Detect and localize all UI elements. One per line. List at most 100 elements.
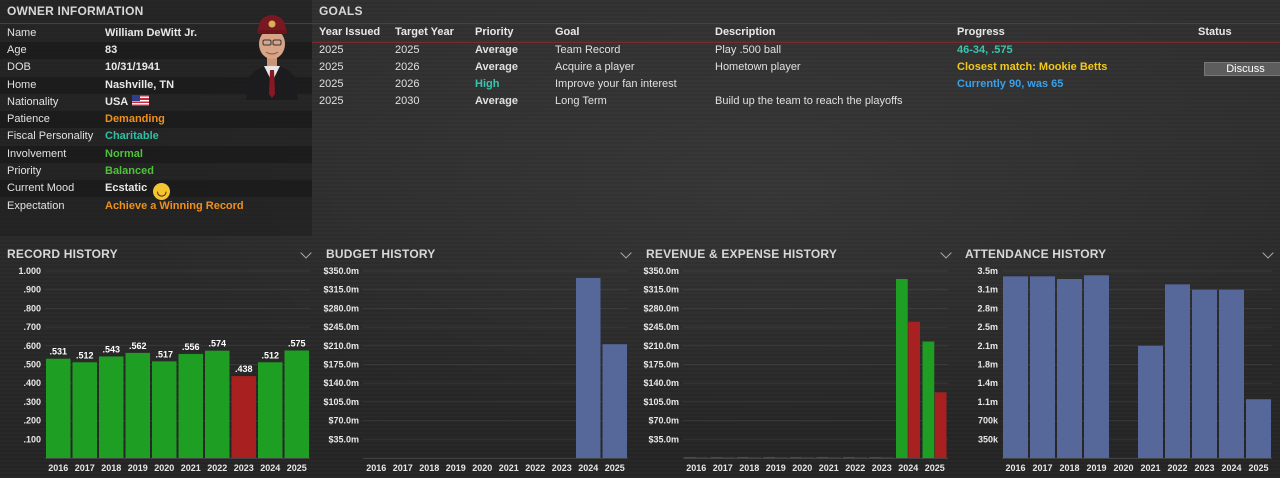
revenue-expense-history-chart: $35.0m $70.0m $105.0m $140.0m $175.0m $210.0m… <box>643 266 948 473</box>
y-tick-label: $280.0m <box>323 303 359 313</box>
x-tick-label: 2022 <box>525 463 545 473</box>
x-tick-label: 2017 <box>1032 463 1052 473</box>
bar <box>737 457 749 458</box>
y-tick-label: $175.0m <box>323 360 359 370</box>
data-label: .574 <box>208 339 226 349</box>
goal-target-year: 2030 <box>395 95 420 107</box>
y-tick-label: .200 <box>23 416 41 426</box>
data-label: .438 <box>235 364 253 374</box>
goal-name: Acquire a player <box>555 61 635 73</box>
goal-year-issued: 2025 <box>319 61 344 73</box>
x-tick-label: 2016 <box>48 463 68 473</box>
bar <box>763 457 776 458</box>
y-tick-label: $105.0m <box>323 397 359 407</box>
x-tick-label: 2023 <box>234 463 254 473</box>
x-tick-label: 2020 <box>1113 463 1133 473</box>
y-tick-label: $140.0m <box>643 378 679 388</box>
y-tick-label: .900 <box>23 285 41 295</box>
y-tick-label: .600 <box>23 341 41 351</box>
x-tick-label: 2021 <box>181 463 201 473</box>
owner-row-mood: Current Mood Ecstatic ◡ <box>0 180 312 200</box>
attendance-history-panel: ATTENDANCE HISTORY 350k 700k 1.1m 1.4m 1.8m 2… <box>958 243 1280 478</box>
y-tick-label: $350.0m <box>323 266 359 276</box>
bar <box>696 457 708 458</box>
owner-row-patience: Patience Demanding <box>0 111 312 128</box>
owner-value: 83 <box>105 44 118 56</box>
x-tick-label: 2025 <box>925 463 945 473</box>
owner-label: Patience <box>7 113 50 125</box>
mood-text: Ecstatic <box>105 182 148 194</box>
x-tick-label: 2017 <box>393 463 413 473</box>
x-tick-label: 2016 <box>366 463 386 473</box>
data-label: .556 <box>182 342 200 352</box>
goal-progress: Currently 90, was 65 <box>957 78 1064 90</box>
data-label: .562 <box>129 341 147 351</box>
owner-value: Charitable <box>105 130 159 142</box>
owner-portrait <box>246 15 298 100</box>
bar <box>1057 279 1082 458</box>
y-tick-label: 1.1m <box>977 397 998 407</box>
x-tick-label: 2017 <box>713 463 733 473</box>
bar <box>828 457 841 458</box>
x-tick-label: 2024 <box>578 463 598 473</box>
goals-header-description[interactable]: Description <box>715 26 776 38</box>
goal-target-year: 2026 <box>395 78 420 90</box>
goals-header-goal[interactable]: Goal <box>555 26 580 38</box>
owner-row-nationality: Nationality USA <box>0 94 312 111</box>
y-tick-label: $315.0m <box>643 285 679 295</box>
y-tick-label: $175.0m <box>643 360 679 370</box>
x-tick-label: 2022 <box>1167 463 1187 473</box>
bar <box>178 354 203 458</box>
bar <box>802 457 814 458</box>
x-tick-label: 2022 <box>207 463 227 473</box>
goal-description: Build up the team to reach the playoffs <box>715 95 903 107</box>
bar <box>843 457 855 458</box>
goals-panel: GOALS Year Issued Target Year Priority G… <box>312 0 1280 236</box>
y-tick-label: 1.4m <box>977 378 998 388</box>
goal-year-issued: 2025 <box>319 44 344 56</box>
bar <box>1192 289 1217 458</box>
y-tick-label: .800 <box>23 303 41 313</box>
budget-history-title: BUDGET HISTORY <box>326 247 436 261</box>
owner-row-name: Name William DeWitt Jr. <box>0 25 312 42</box>
owner-label: Name <box>7 27 37 39</box>
bar <box>908 321 920 458</box>
goal-progress: 46-34, .575 <box>957 44 1013 56</box>
owner-information-panel: OWNER INFORMATION Name William DeWitt Jr.… <box>0 0 312 236</box>
goals-header-target-year[interactable]: Target Year <box>395 26 454 38</box>
y-tick-label: .100 <box>23 434 41 444</box>
revenue-expense-history-panel: REVENUE & EXPENSE HISTORY $35.0m $70.0m $1… <box>639 243 958 478</box>
goals-header-status[interactable]: Status <box>1198 26 1232 38</box>
goals-header-year-issued[interactable]: Year Issued <box>319 26 381 38</box>
record-history-chart: .100 .200 .300 .400 .500 .600 .700 .800 .900 1.00… <box>18 266 310 473</box>
x-tick-label: 2021 <box>1140 463 1160 473</box>
x-tick-label: 2020 <box>792 463 812 473</box>
data-label: .517 <box>155 349 173 359</box>
bar <box>1084 275 1109 458</box>
bar <box>231 376 256 458</box>
owner-label: Age <box>7 44 27 56</box>
us-flag-icon <box>132 95 150 106</box>
x-tick-label: 2016 <box>1005 463 1025 473</box>
goal-priority: High <box>475 78 500 90</box>
owner-row-fiscal: Fiscal Personality Charitable <box>0 128 312 145</box>
x-tick-label: 2025 <box>287 463 307 473</box>
y-tick-label: 2.1m <box>977 341 998 351</box>
nationality-text: USA <box>105 96 129 108</box>
goal-target-year: 2025 <box>395 44 420 56</box>
owner-row-expectation: Expectation Achieve a Winning Record <box>0 198 312 215</box>
x-tick-label: 2021 <box>819 463 839 473</box>
x-tick-label: 2018 <box>1059 463 1079 473</box>
goals-header-progress[interactable]: Progress <box>957 26 1005 38</box>
goal-description: Play .500 ball <box>715 44 782 56</box>
data-label: .543 <box>102 344 120 354</box>
x-tick-label: 2019 <box>446 463 466 473</box>
y-tick-label: $210.0m <box>643 341 679 351</box>
discuss-button[interactable]: Discuss <box>1204 62 1280 76</box>
x-tick-label: 2016 <box>686 463 706 473</box>
goals-header-priority[interactable]: Priority <box>475 26 514 38</box>
x-tick-label: 2019 <box>1086 463 1106 473</box>
revenue-expense-history-title: REVENUE & EXPENSE HISTORY <box>646 247 838 261</box>
y-tick-label: $35.0m <box>648 434 679 444</box>
y-tick-label: .400 <box>23 378 41 388</box>
